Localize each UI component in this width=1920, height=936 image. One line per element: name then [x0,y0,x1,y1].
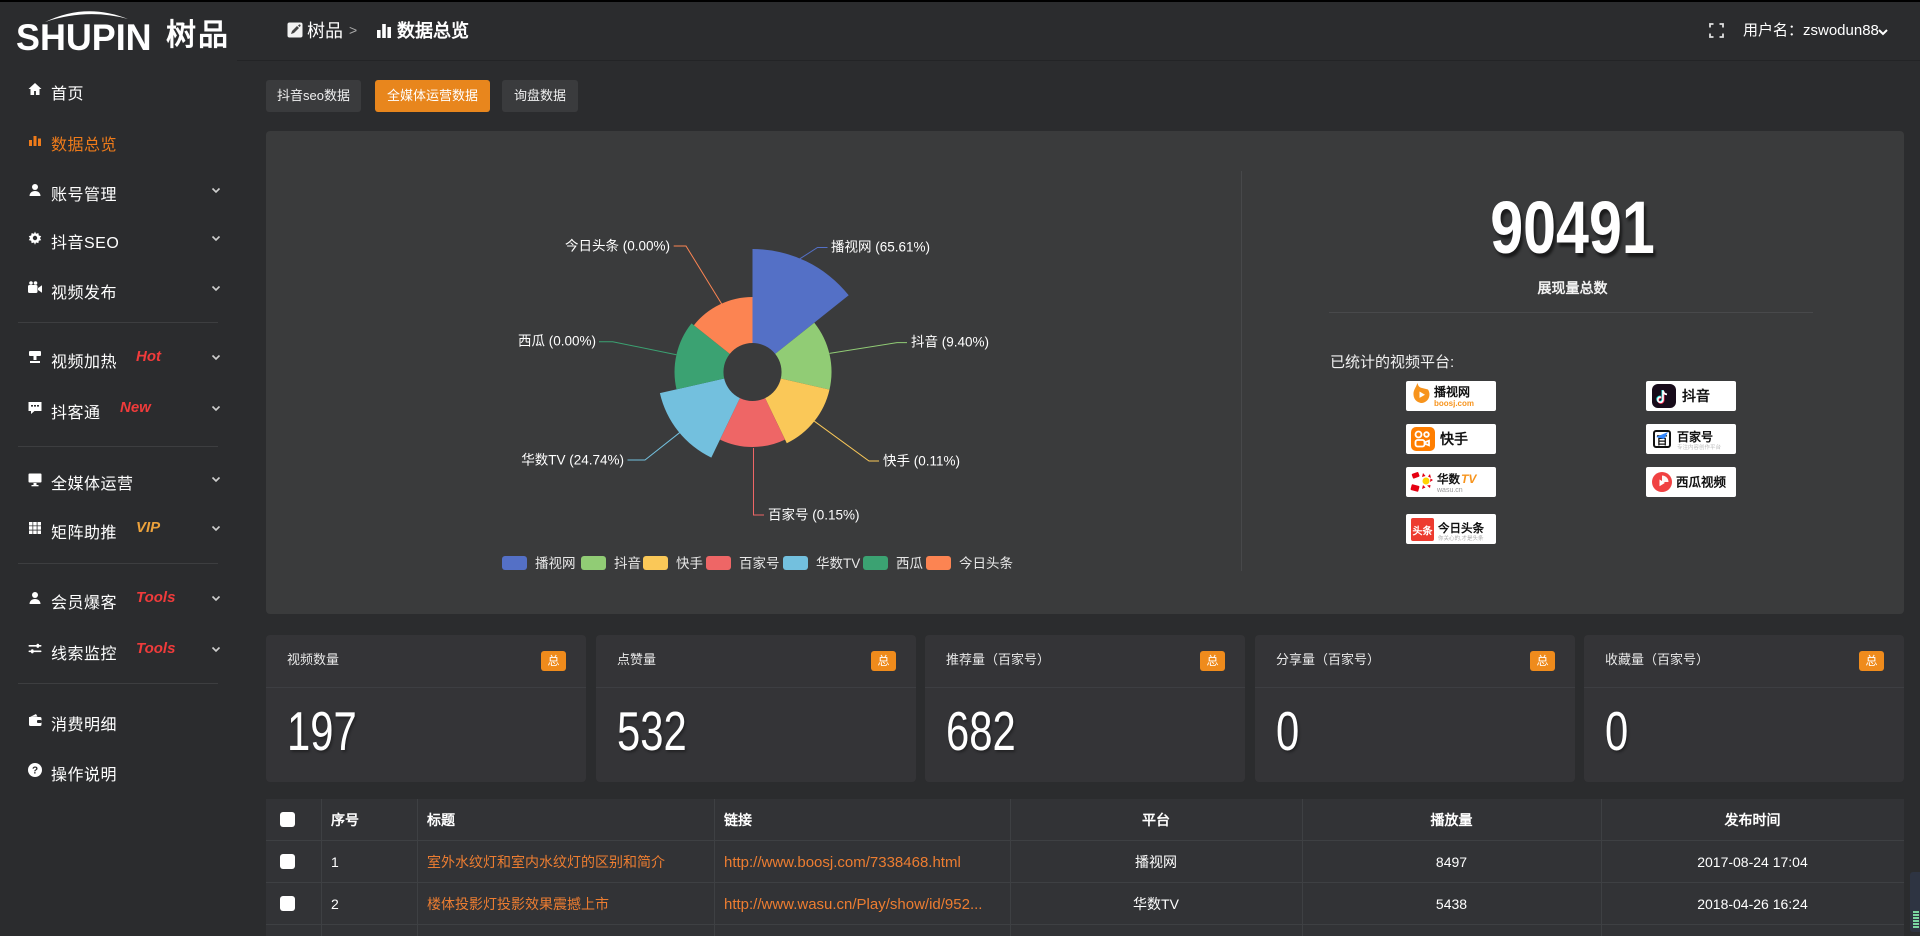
svg-text:百家号: 百家号 [1677,429,1713,444]
svg-text:华数: 华数 [1437,472,1460,486]
svg-text:西瓜视频: 西瓜视频 [1676,475,1727,490]
svg-text:头条: 头条 [1413,525,1434,538]
svg-text:抖音 (9.40%): 抖音 (9.40%) [911,334,989,350]
svg-text:wasu.cn: wasu.cn [1436,487,1463,494]
svg-text:百家号 (0.15%): 百家号 (0.15%) [768,507,860,523]
svg-text:播视网: 播视网 [1434,384,1470,399]
svg-text:百: 百 [1657,434,1668,447]
svg-text:boosj.com: boosj.com [1434,399,1474,408]
svg-text:抖音: 抖音 [614,555,641,571]
svg-text:今日头条: 今日头条 [1437,521,1484,535]
svg-text:西瓜: 西瓜 [896,556,924,571]
svg-text:专注内容创作平台: 专注内容创作平台 [1677,443,1722,451]
svg-text:?: ? [32,766,38,777]
svg-text:快手: 快手 [676,556,703,571]
svg-text:播视网: 播视网 [535,556,576,571]
svg-text:快手 (0.11%): 快手 (0.11%) [883,454,960,469]
svg-text:TV: TV [1461,472,1477,486]
svg-text:你关心的,才是头条: 你关心的,才是头条 [1438,534,1484,542]
svg-text:华数TV: 华数TV [816,556,860,571]
svg-text:播视网 (65.61%): 播视网 (65.61%) [831,240,930,255]
svg-text:抖音: 抖音 [1682,388,1710,404]
svg-text:百家号: 百家号 [739,555,780,571]
svg-text:今日头条 (0.00%): 今日头条 (0.00%) [565,238,670,254]
svg-text:快手: 快手 [1440,431,1468,447]
svg-text:今日头条: 今日头条 [959,555,1013,571]
svg-text:西瓜 (0.00%): 西瓜 (0.00%) [518,334,596,349]
svg-text:华数TV (24.74%): 华数TV (24.74%) [521,453,624,468]
